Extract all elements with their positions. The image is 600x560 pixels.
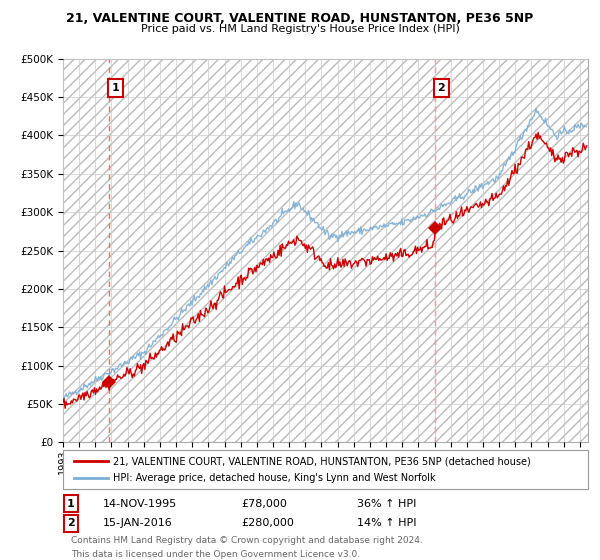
Text: 14% ↑ HPI: 14% ↑ HPI: [357, 518, 416, 528]
Text: This data is licensed under the Open Government Licence v3.0.: This data is licensed under the Open Gov…: [71, 549, 360, 559]
Text: 2: 2: [67, 518, 75, 528]
Text: 1: 1: [112, 83, 119, 93]
Text: Price paid vs. HM Land Registry's House Price Index (HPI): Price paid vs. HM Land Registry's House …: [140, 24, 460, 34]
Text: £280,000: £280,000: [241, 518, 295, 528]
Text: 21, VALENTINE COURT, VALENTINE ROAD, HUNSTANTON, PE36 5NP (detached house): 21, VALENTINE COURT, VALENTINE ROAD, HUN…: [113, 456, 530, 466]
Text: 21, VALENTINE COURT, VALENTINE ROAD, HUNSTANTON, PE36 5NP: 21, VALENTINE COURT, VALENTINE ROAD, HUN…: [67, 12, 533, 25]
Text: 15-JAN-2016: 15-JAN-2016: [103, 518, 172, 528]
Text: HPI: Average price, detached house, King's Lynn and West Norfolk: HPI: Average price, detached house, King…: [113, 474, 436, 483]
Text: 14-NOV-1995: 14-NOV-1995: [103, 498, 176, 508]
Text: Contains HM Land Registry data © Crown copyright and database right 2024.: Contains HM Land Registry data © Crown c…: [71, 536, 422, 545]
Text: 1: 1: [67, 498, 75, 508]
Text: 36% ↑ HPI: 36% ↑ HPI: [357, 498, 416, 508]
Text: £78,000: £78,000: [241, 498, 287, 508]
FancyBboxPatch shape: [63, 450, 588, 489]
Text: 2: 2: [437, 83, 445, 93]
